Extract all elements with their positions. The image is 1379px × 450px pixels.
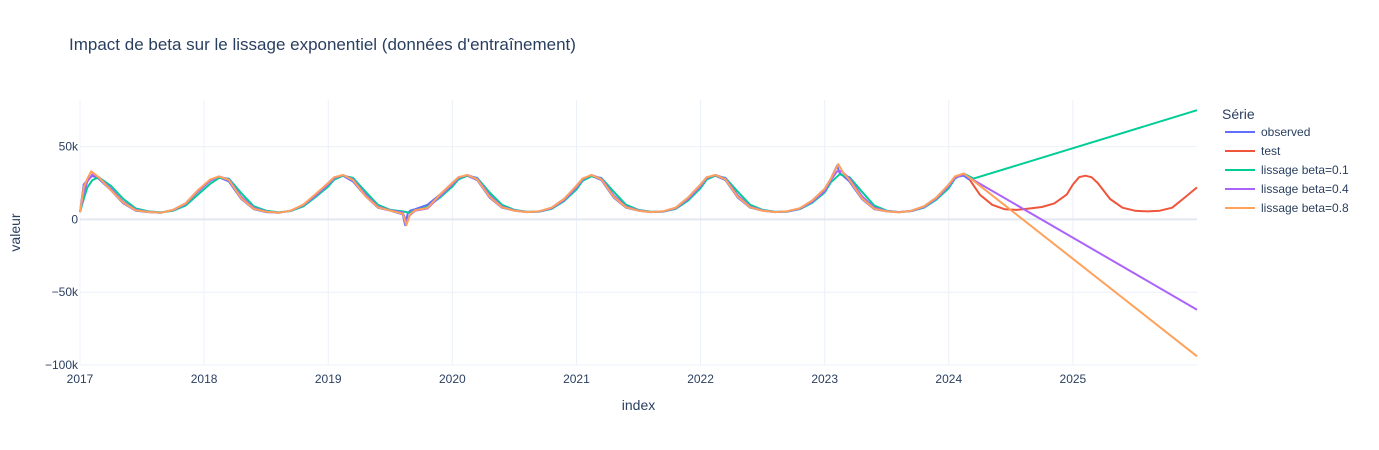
- y-tick-label: −50k: [52, 285, 79, 299]
- x-tick-label: 2018: [191, 372, 218, 386]
- y-axis-title: valeur: [7, 213, 23, 251]
- x-tick-label: 2022: [687, 372, 714, 386]
- plot-background: [80, 100, 1197, 365]
- legend-item[interactable]: lissage beta=0.1: [1225, 163, 1349, 177]
- legend-label: lissage beta=0.4: [1261, 182, 1349, 196]
- chart-title: Impact de beta sur le lissage exponentie…: [69, 35, 576, 54]
- legend-label: lissage beta=0.1: [1261, 163, 1349, 177]
- legend-item[interactable]: lissage beta=0.8: [1225, 201, 1349, 215]
- legend-item[interactable]: lissage beta=0.4: [1225, 182, 1349, 196]
- legend-label: test: [1261, 144, 1281, 158]
- x-tick-label: 2020: [439, 372, 466, 386]
- legend-items: observed test lissage beta=0.1 lissage beta…: [1225, 125, 1349, 215]
- legend-label: observed: [1261, 125, 1310, 139]
- x-tick-label: 2023: [811, 372, 838, 386]
- x-tick-label: 2017: [67, 372, 94, 386]
- grid: [79, 100, 1197, 366]
- y-axis-ticks: −100k −50k 0 50k: [45, 140, 79, 372]
- x-axis-ticks: 2017 2018 2019 2020 2021 2022 2023 2024 2025: [67, 372, 1087, 386]
- legend-label: lissage beta=0.8: [1261, 201, 1349, 215]
- legend-item[interactable]: test: [1225, 144, 1281, 158]
- y-tick-label: 0: [71, 212, 78, 226]
- x-axis-title: index: [622, 397, 655, 413]
- x-tick-label: 2024: [935, 372, 962, 386]
- series-layer: [79, 109, 1198, 358]
- legend-title: Série: [1222, 106, 1255, 122]
- y-tick-label: −100k: [45, 358, 79, 372]
- series-line-5: [79, 163, 1198, 358]
- legend: Série observed test lissage beta=0.1 lissag…: [1222, 106, 1349, 215]
- x-tick-label: 2019: [315, 372, 342, 386]
- legend-item[interactable]: observed: [1225, 125, 1310, 139]
- y-tick-label: 50k: [59, 140, 79, 154]
- x-tick-label: 2021: [563, 372, 590, 386]
- x-tick-label: 2025: [1060, 372, 1087, 386]
